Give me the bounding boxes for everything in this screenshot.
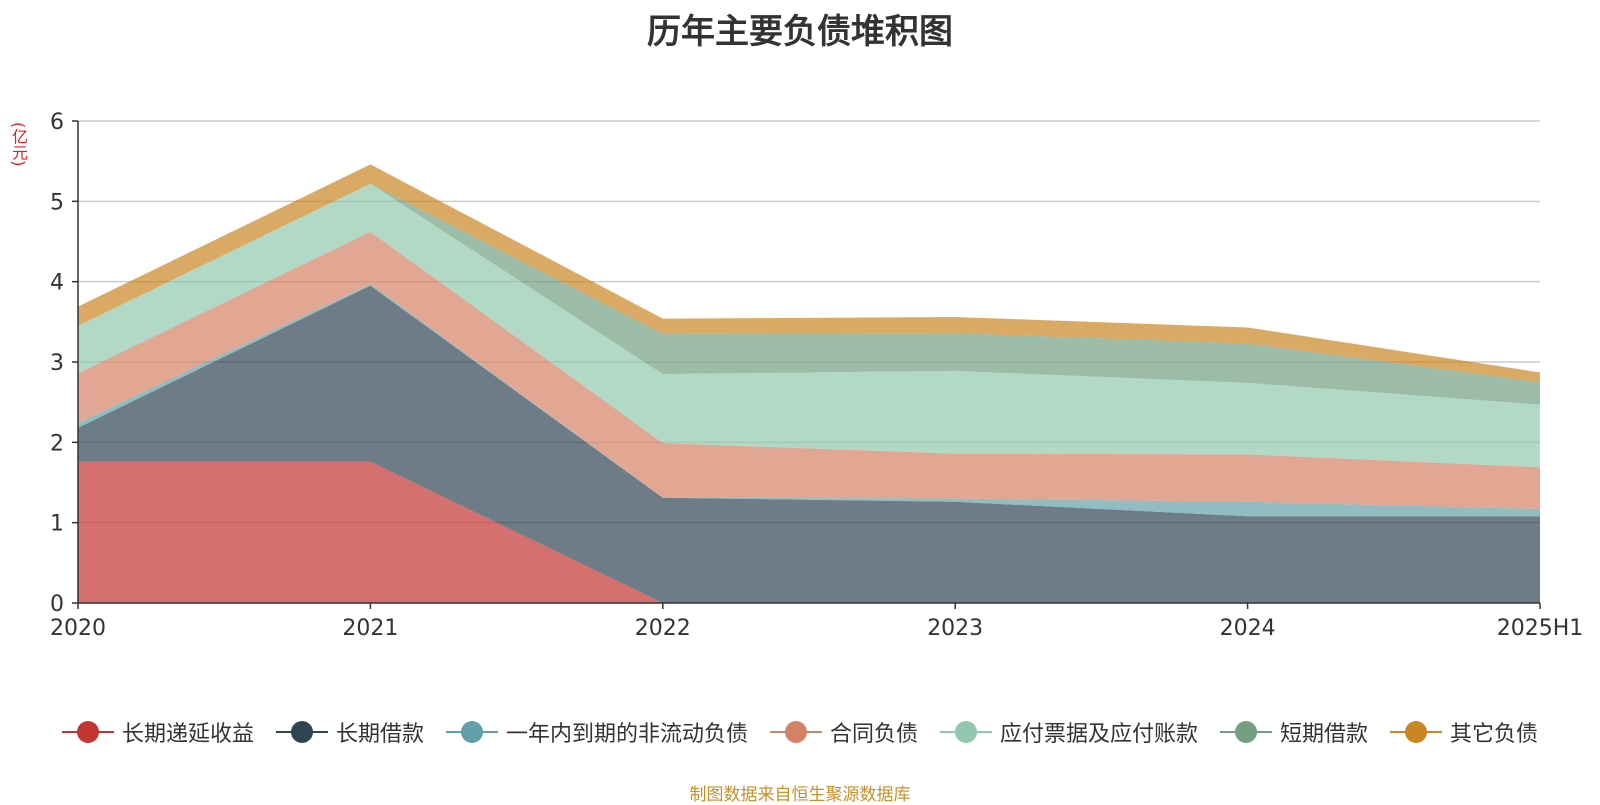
legend-item-3[interactable]: 合同负债 [769, 716, 918, 748]
legend-marker-icon [61, 721, 114, 743]
source-note: 制图数据来自恒生聚源数据库 [689, 785, 911, 805]
x-tick-label: 2021 [342, 616, 398, 641]
legend-marker-icon [1220, 721, 1273, 743]
legend-marker-icon [275, 721, 328, 743]
y-axis-unit-label: (亿元) [9, 122, 28, 167]
legend-item-0[interactable]: 长期递延收益 [61, 716, 254, 748]
y-tick-label: 4 [50, 271, 64, 296]
x-tick-label: 2024 [1220, 616, 1276, 641]
legend-item-1[interactable]: 长期借款 [275, 716, 424, 748]
legend-label: 短期借款 [1280, 722, 1369, 747]
x-tick-label: 2025H1 [1497, 616, 1584, 641]
legend-marker-icon [769, 721, 822, 743]
x-tick-label: 2023 [927, 616, 983, 641]
legend-marker-icon [1390, 721, 1443, 743]
y-tick-label: 5 [50, 190, 64, 215]
legend-label: 合同负债 [829, 722, 918, 747]
y-tick-label: 1 [50, 512, 64, 537]
legend-item-5[interactable]: 短期借款 [1220, 716, 1368, 748]
legend-item-4[interactable]: 应付票据及应付账款 [940, 716, 1198, 748]
legend: 长期递延收益 长期借款 一年内到期的非流动负债 合同负债 应付票据及应付账款 短期借款 其它… [0, 716, 1600, 748]
chart-title: 历年主要负债堆积图 [647, 12, 953, 52]
legend-label: 其它负债 [1450, 722, 1539, 747]
area-series-6 [78, 164, 1540, 383]
area-series-1 [78, 285, 1540, 603]
legend-item-6[interactable]: 其它负债 [1390, 716, 1538, 748]
legend-label: 长期借款 [335, 722, 424, 747]
area-series-5 [78, 183, 1540, 405]
legend-marker-icon [940, 721, 992, 743]
area-series-4 [78, 183, 1540, 468]
area-series-3 [78, 231, 1540, 510]
legend-label: 应付票据及应付账款 [1000, 722, 1199, 747]
legend-marker-icon [445, 721, 498, 743]
y-tick-label: 2 [50, 431, 64, 456]
x-tick-label: 2020 [50, 616, 106, 641]
legend-label: 一年内到期的非流动负债 [505, 722, 748, 747]
plot-area: 0 1 2 3 4 5 6 2020 2021 2022 2023 2024 2025H1 [50, 110, 1584, 641]
y-tick-label: 3 [50, 351, 64, 376]
x-tick-label: 2022 [635, 616, 691, 641]
area-series-0 [78, 461, 1540, 603]
y-tick-label: 0 [50, 592, 64, 617]
legend-item-2[interactable]: 一年内到期的非流动负债 [445, 716, 748, 748]
y-tick-label: 6 [50, 110, 64, 135]
legend-label: 长期递延收益 [121, 722, 254, 747]
